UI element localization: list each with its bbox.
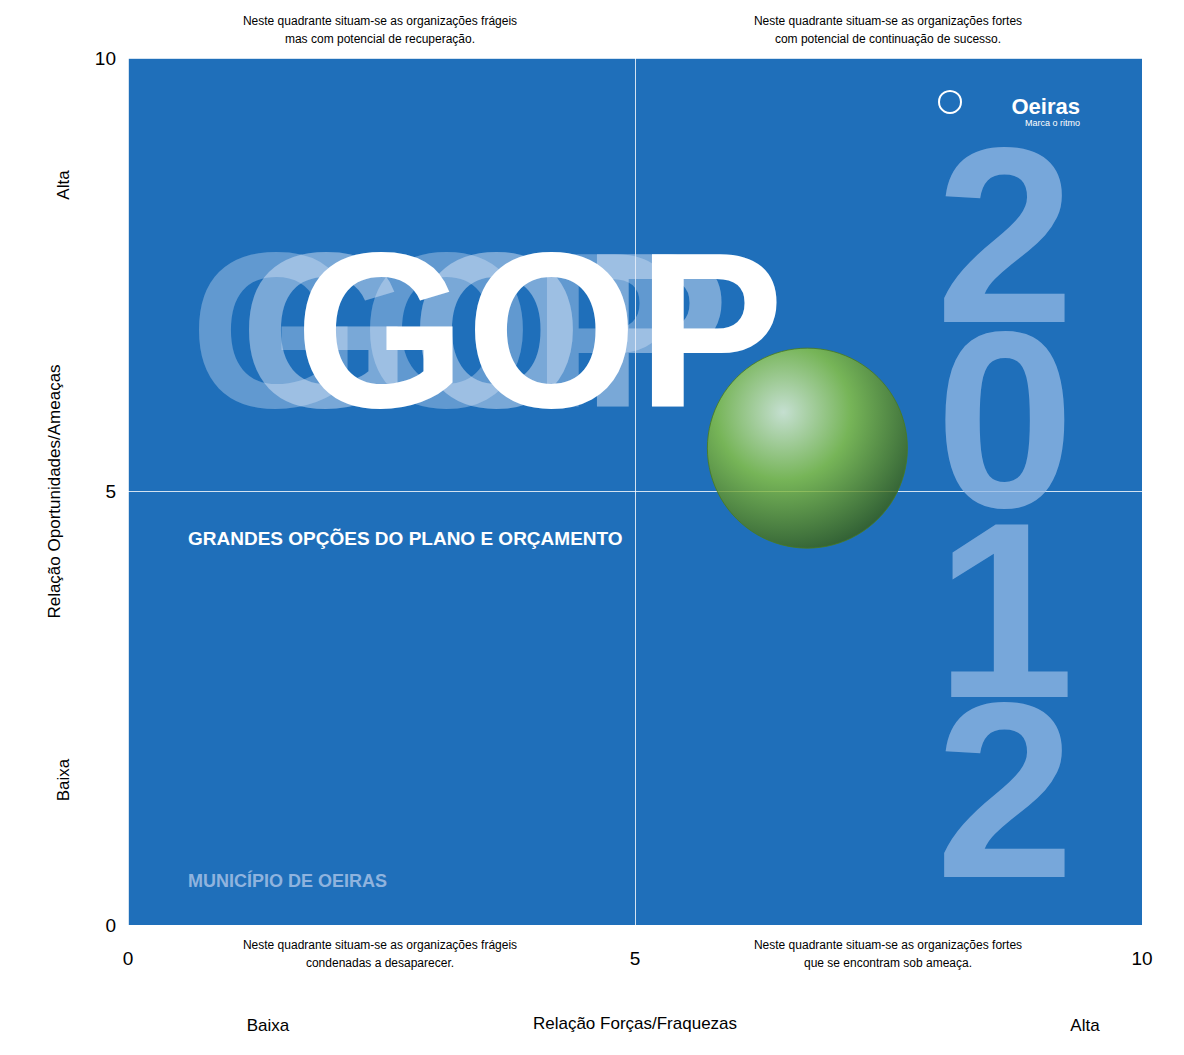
svg-text:Neste quadrante situam-se as o: Neste quadrante situam-se as organizaçõe… xyxy=(754,938,1022,952)
svg-text:2: 2 xyxy=(935,651,1074,930)
svg-text:Relação Forças/Fraquezas: Relação Forças/Fraquezas xyxy=(533,1014,737,1033)
svg-text:2: 2 xyxy=(935,95,1075,375)
svg-text:Alta: Alta xyxy=(1070,1016,1100,1035)
svg-text:Baixa: Baixa xyxy=(247,1016,290,1035)
svg-text:Baixa: Baixa xyxy=(54,758,73,801)
svg-text:Neste quadrante situam-se as o: Neste quadrante situam-se as organizaçõe… xyxy=(754,14,1022,28)
svg-text:Alta: Alta xyxy=(54,170,73,200)
svg-text:0: 0 xyxy=(935,280,1075,560)
svg-text:5: 5 xyxy=(630,948,641,969)
svg-text:Neste quadrante situam-se as o: Neste quadrante situam-se as organizaçõe… xyxy=(243,14,517,28)
svg-text:mas com potencial de recuperaç: mas com potencial de recuperação. xyxy=(285,32,475,46)
svg-text:GOP: GOP xyxy=(295,208,784,454)
svg-text:0: 0 xyxy=(123,948,134,969)
svg-text:10: 10 xyxy=(1131,948,1152,969)
svg-text:1: 1 xyxy=(935,470,1075,750)
svg-text:5: 5 xyxy=(105,481,116,502)
svg-text:0: 0 xyxy=(105,915,116,936)
svg-text:Neste quadrante situam-se as o: Neste quadrante situam-se as organizaçõe… xyxy=(243,938,517,952)
svg-text:que se encontram sob ameaça.: que se encontram sob ameaça. xyxy=(804,956,972,970)
svg-text:GRANDES OPÇÕES DO PLANO E ORÇA: GRANDES OPÇÕES DO PLANO E ORÇAMENTO xyxy=(188,528,623,549)
svg-text:MUNICÍPIO DE OEIRAS: MUNICÍPIO DE OEIRAS xyxy=(188,870,387,891)
svg-text:com potencial de continuação d: com potencial de continuação de sucesso. xyxy=(775,32,1001,46)
svg-text:Relação Oportunidades/Ameaças: Relação Oportunidades/Ameaças xyxy=(45,364,64,618)
svg-text:10: 10 xyxy=(95,48,116,69)
svg-text:condenadas a desaparecer.: condenadas a desaparecer. xyxy=(306,956,454,970)
